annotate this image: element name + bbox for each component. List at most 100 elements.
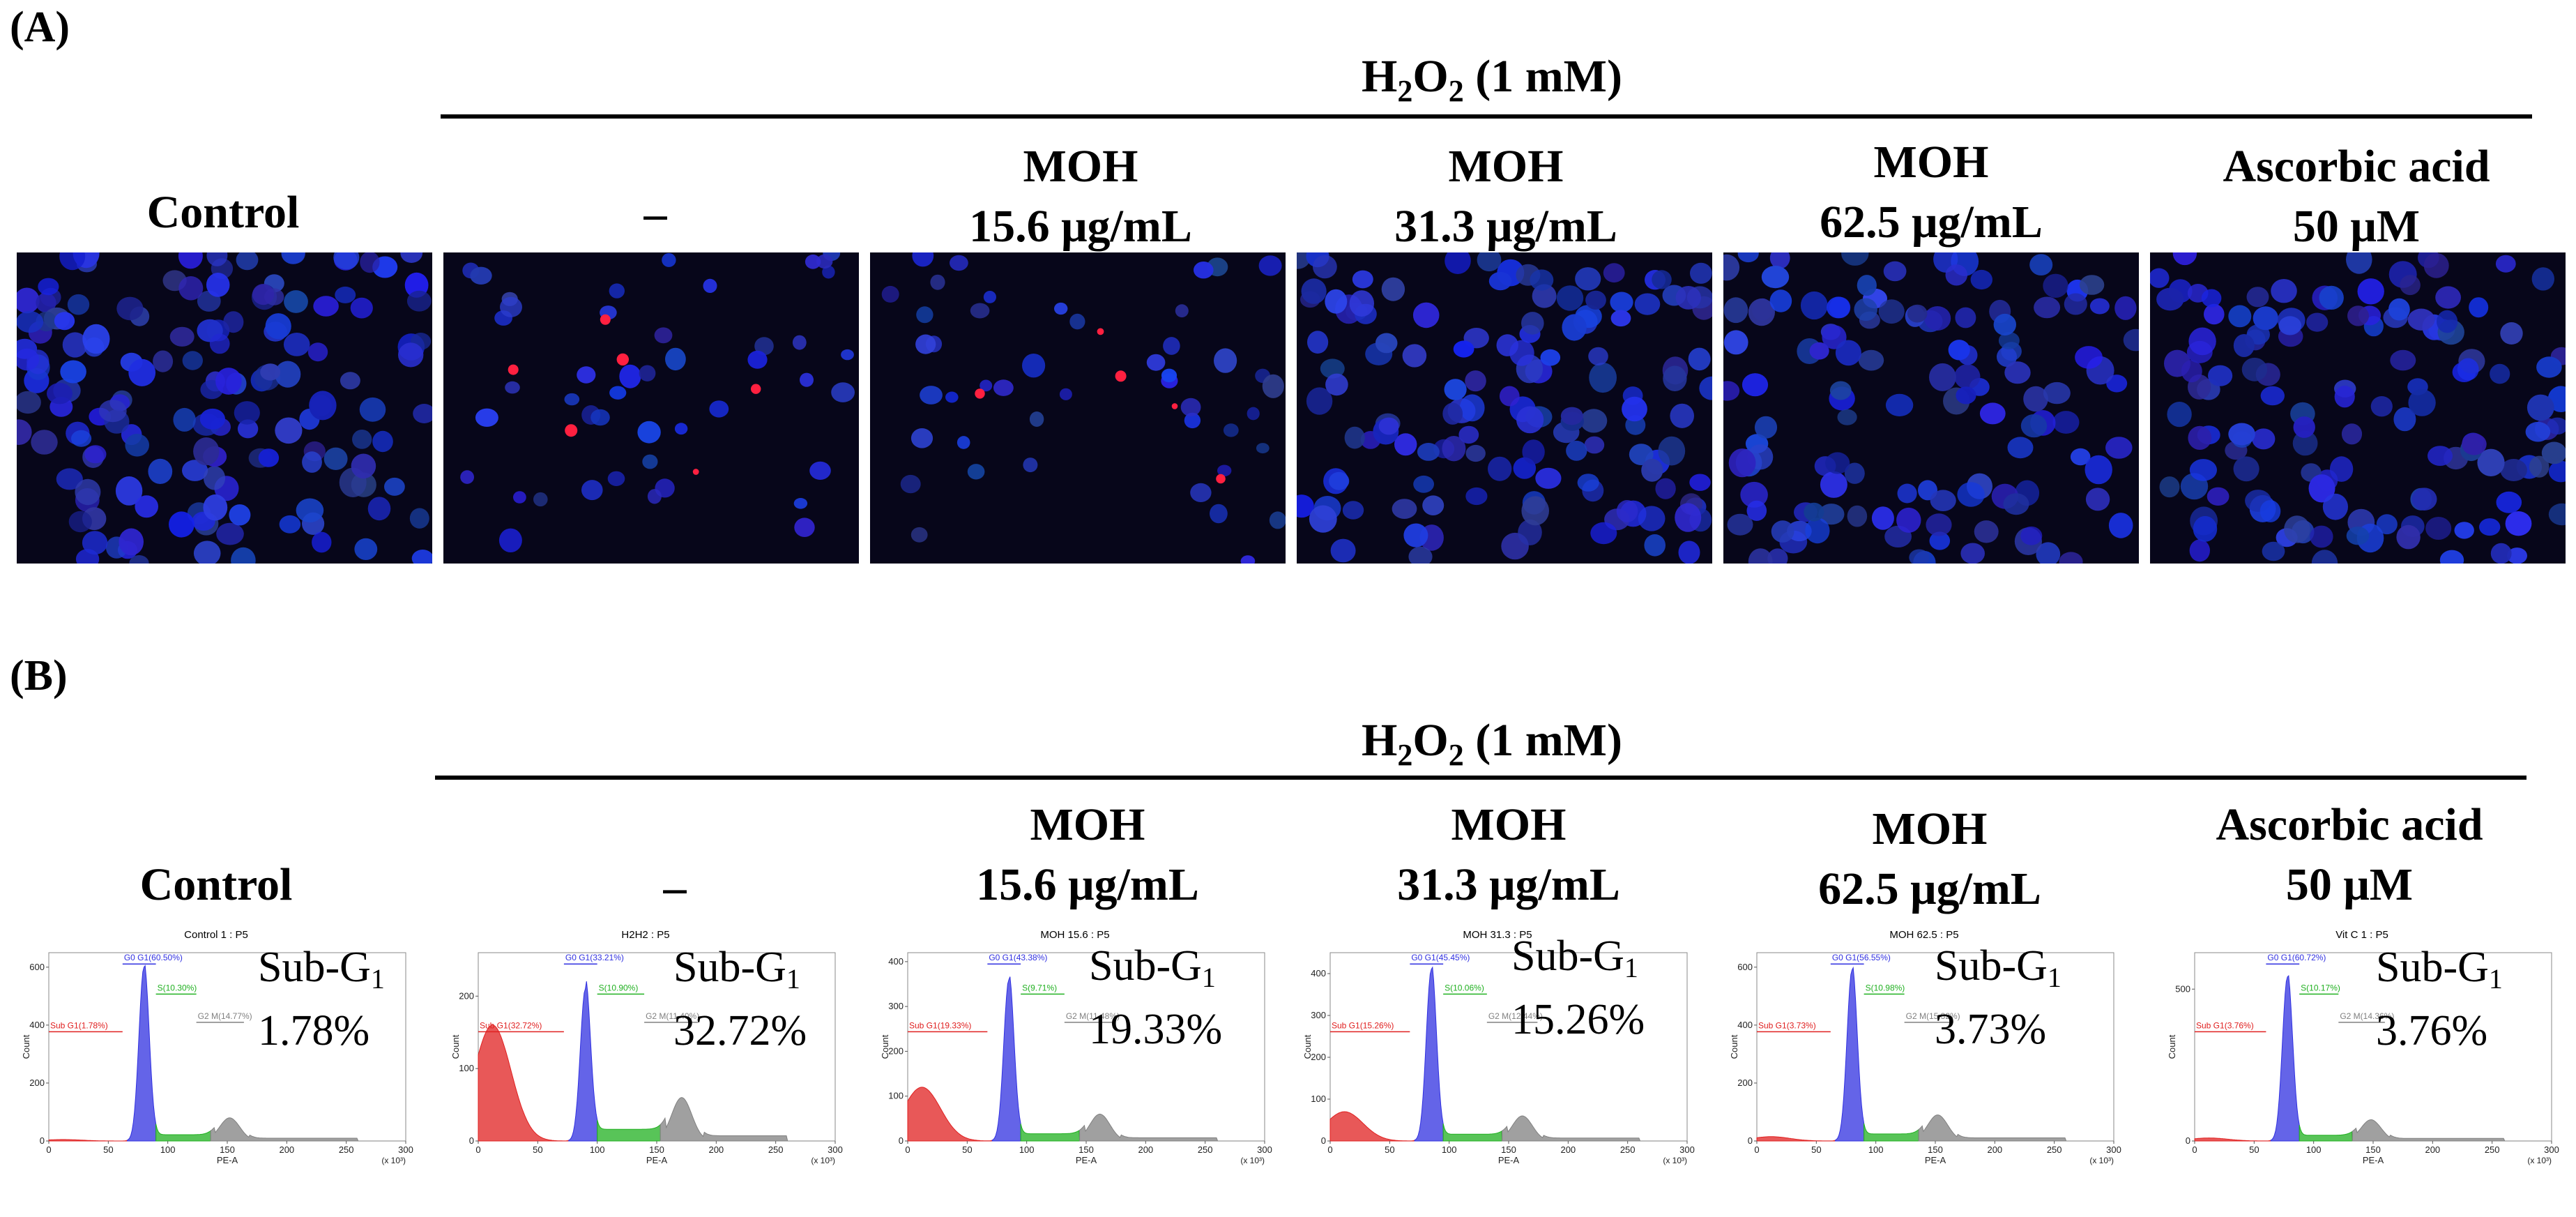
nucleus [642, 454, 658, 469]
sub-g1-area [907, 1087, 993, 1142]
nucleus [2043, 381, 2071, 405]
cond-line1: Ascorbic acid [2216, 799, 2483, 850]
nucleus [1163, 337, 1180, 355]
sub-g1-text: Sub-G [1511, 932, 1624, 980]
nucleus [82, 531, 108, 555]
nucleus [1535, 467, 1562, 489]
nucleus [1352, 270, 1373, 289]
x-tick-label: 300 [2544, 1144, 2559, 1155]
nucleus [413, 404, 432, 423]
nucleus [1761, 266, 1790, 289]
y-tick-label: 0 [40, 1135, 45, 1146]
nucleus [236, 252, 259, 271]
g2-m-area [210, 1117, 406, 1142]
tunel-positive-spot [1216, 474, 1226, 484]
nucleus [1585, 290, 1606, 310]
sub-g1-annotation: Sub-G1 1.78% [258, 942, 385, 1057]
nucleus [1306, 387, 1333, 415]
histogram-title: MOH 31.3 : P5 [1463, 929, 1532, 941]
sub-g1-area [2194, 1137, 2271, 1142]
nucleus [1069, 313, 1085, 330]
h2o2-h: H [1362, 715, 1398, 766]
nucleus [1723, 381, 1740, 401]
nucleus [2469, 297, 2489, 318]
y-tick-label: 600 [29, 962, 45, 972]
nucleus [1214, 348, 1237, 373]
nucleus [2207, 487, 2230, 506]
nucleus [2346, 252, 2372, 274]
micrograph-svg [1723, 252, 2139, 564]
histogram-title: H2H2 : P5 [621, 929, 670, 941]
nucleus [1979, 402, 2006, 425]
nucleus [182, 351, 203, 370]
nucleus [703, 278, 717, 293]
nucleus [1610, 310, 1631, 327]
x-axis-label: PE-A [1076, 1155, 1097, 1165]
nucleus [950, 255, 968, 271]
nucleus [513, 491, 526, 504]
nucleus [470, 266, 492, 285]
nucleus [1616, 500, 1638, 522]
y-tick-label: 0 [1748, 1135, 1753, 1146]
nucleus [284, 290, 308, 313]
cond-line1: MOH [1451, 799, 1567, 850]
nucleus [1896, 507, 1921, 533]
nucleus [203, 466, 226, 490]
sub-g1-subscript: 1 [370, 963, 385, 995]
cell-cycle-histogram: MOH 62.5 : P5 Sub G1(3.73%) G0 G1(56.55%) S… [1729, 929, 2121, 1165]
x-tick-label: 100 [1442, 1144, 1457, 1155]
nucleus [354, 538, 378, 560]
nucleus [1767, 548, 1788, 564]
sub-g1-area [1756, 1136, 1836, 1142]
nucleus [193, 541, 221, 564]
gate-g0-g1-label: G0 G1(33.21%) [565, 953, 624, 962]
nucleus [2357, 278, 2384, 305]
nucleus [1638, 506, 1666, 531]
nucleus [609, 386, 627, 400]
nucleus [2034, 296, 2061, 319]
nucleus [115, 476, 143, 506]
nucleus [1871, 506, 1894, 530]
nucleus [1532, 284, 1557, 308]
nucleus [816, 254, 833, 269]
nucleus [1818, 504, 1845, 525]
panel-a-label: (A) [10, 3, 70, 51]
plot-frame [907, 952, 1265, 1142]
h2o2-h: H [1362, 51, 1398, 102]
nucleus [1688, 347, 1711, 371]
nucleus [38, 278, 59, 296]
nucleus [1442, 402, 1463, 425]
nucleus [2400, 275, 2421, 296]
x-axis-label: PE-A [2363, 1155, 2384, 1165]
nucleus [505, 381, 520, 394]
nucleus [1929, 363, 1956, 391]
x-tick-label: 200 [1987, 1144, 2002, 1155]
gate-g0-g1-label: G0 G1(56.55%) [1832, 953, 1891, 962]
sub-g1-percent: 15.26% [1511, 996, 1645, 1043]
nucleus [577, 366, 596, 384]
nucleus [237, 419, 259, 439]
nucleus [980, 379, 993, 392]
nucleus [2108, 513, 2133, 538]
nucleus [1269, 511, 1286, 529]
nucleus [1589, 362, 1617, 393]
tunel-positive-spot [565, 424, 578, 437]
nucleus [1458, 425, 1479, 444]
nucleus [351, 453, 376, 479]
tunel-positive-spot [1171, 403, 1178, 409]
nucleus [2105, 437, 2133, 459]
nucleus [2278, 316, 2302, 335]
nucleus [1394, 433, 1417, 456]
nucleus [1584, 436, 1605, 454]
nucleus [56, 468, 83, 490]
nucleus [1556, 285, 1584, 311]
x-tick-label: 0 [46, 1144, 51, 1155]
nucleus [1809, 342, 1829, 360]
nucleus [2241, 357, 2268, 381]
y-tick-label: 200 [29, 1078, 45, 1088]
nucleus [296, 498, 324, 523]
nucleus [1844, 462, 1865, 484]
panel-a-h2o2-rule [441, 114, 2532, 119]
nucleus [1320, 358, 1345, 379]
nucleus [229, 504, 251, 526]
